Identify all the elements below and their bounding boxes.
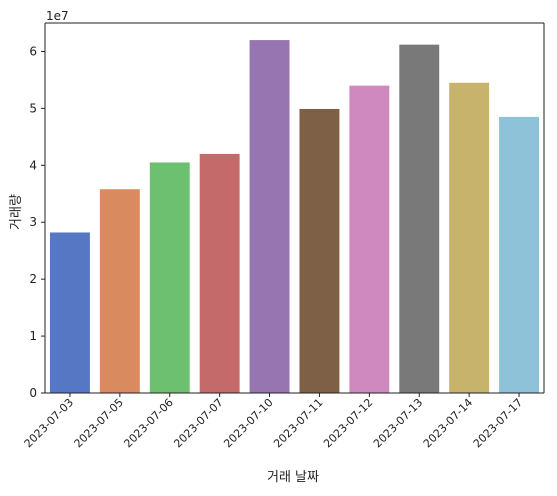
bar-2023-07-17: [499, 116, 540, 394]
x-tick-label: 2023-07-03: [22, 396, 76, 450]
x-tick-label: 2023-07-13: [371, 396, 425, 450]
x-tick-label: 2023-07-07: [171, 396, 225, 450]
x-tick-label: 2023-07-17: [471, 396, 525, 450]
y-tick-label: 4: [29, 158, 37, 172]
y-tick-label: 6: [29, 44, 37, 58]
y-tick-label: 5: [29, 101, 37, 115]
x-tick-label: 2023-07-11: [271, 396, 325, 450]
y-multiplier-label: 1e7: [46, 9, 69, 23]
bar-2023-07-06: [149, 162, 190, 393]
x-tick-label: 2023-07-06: [121, 396, 175, 450]
bar-2023-07-11: [299, 108, 340, 393]
x-tick-label: 2023-07-10: [221, 396, 275, 450]
x-tick-label: 2023-07-14: [421, 396, 475, 450]
bar-2023-07-14: [449, 82, 490, 394]
y-tick-label: 3: [29, 215, 37, 229]
bars: [49, 40, 540, 394]
bar-2023-07-07: [199, 153, 240, 393]
bar-2023-07-10: [249, 40, 290, 393]
bar-2023-07-13: [399, 44, 440, 393]
y-tick-label: 1: [29, 329, 37, 343]
y-tick-label: 2: [29, 272, 37, 286]
y-axis-label: 거래량: [9, 194, 24, 230]
y-tick-label: 0: [29, 386, 37, 400]
bar-2023-07-12: [349, 85, 390, 394]
x-tick-label: 2023-07-12: [321, 396, 375, 450]
x-axis-label: 거래 날짜: [267, 470, 319, 485]
x-tick-label: 2023-07-05: [72, 396, 126, 450]
bar-2023-07-05: [99, 189, 140, 393]
bar-2023-07-03: [49, 232, 90, 393]
